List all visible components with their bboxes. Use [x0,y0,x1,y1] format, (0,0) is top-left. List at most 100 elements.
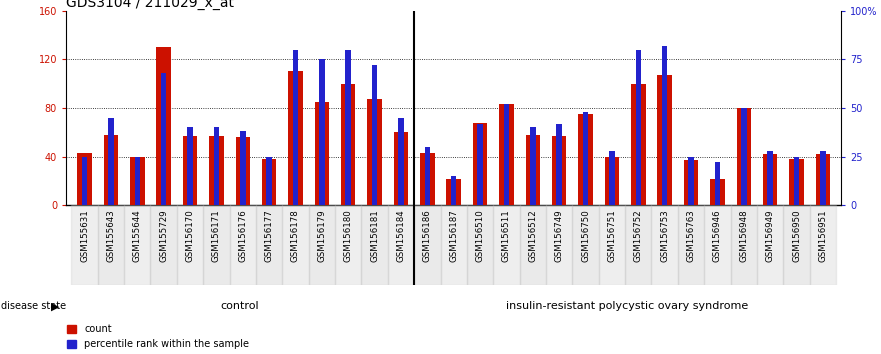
Bar [478,124,483,205]
Bar [440,205,467,285]
Text: GSM156950: GSM156950 [792,209,801,262]
Text: GSM156749: GSM156749 [555,209,564,262]
Text: ▶: ▶ [51,301,60,311]
Bar [104,135,118,205]
Bar [315,102,329,205]
Bar [473,122,487,205]
Text: GSM156177: GSM156177 [264,209,274,262]
Bar [124,205,151,285]
Bar [420,153,434,205]
Bar [188,127,193,205]
Bar [816,154,830,205]
Bar [78,153,92,205]
Bar [266,156,272,205]
Text: GSM156948: GSM156948 [739,209,748,262]
Text: GSM156512: GSM156512 [529,209,537,262]
Text: GSM156184: GSM156184 [396,209,405,262]
Bar [504,104,509,205]
Bar [684,160,699,205]
Bar [394,132,408,205]
Bar [530,127,536,205]
Bar [292,50,299,205]
Text: GSM155643: GSM155643 [107,209,115,262]
Text: GSM156763: GSM156763 [686,209,695,262]
Bar [151,205,177,285]
Bar [135,156,140,205]
Text: GSM156178: GSM156178 [291,209,300,262]
Bar [451,176,456,205]
Text: GSM156187: GSM156187 [449,209,458,262]
Bar [157,47,171,205]
Bar [546,205,573,285]
Bar [108,118,114,205]
Text: GSM156180: GSM156180 [344,209,352,262]
Bar [388,205,414,285]
Bar [520,205,546,285]
Bar [710,178,725,205]
Text: GSM155644: GSM155644 [133,209,142,262]
Bar [730,205,757,285]
Text: GSM155631: GSM155631 [80,209,89,262]
Bar [763,154,777,205]
Bar [361,205,388,285]
Bar [767,151,773,205]
Text: GSM156752: GSM156752 [633,209,643,262]
Text: GSM156753: GSM156753 [660,209,670,262]
Bar [177,205,204,285]
Bar [288,72,303,205]
Bar [493,205,520,285]
Bar [794,156,799,205]
Bar [810,205,836,285]
Bar [372,65,377,205]
Bar [367,99,381,205]
Bar [345,50,351,205]
Bar [467,205,493,285]
Text: GSM156181: GSM156181 [370,209,379,262]
Text: GDS3104 / 211029_x_at: GDS3104 / 211029_x_at [66,0,234,10]
Bar [256,205,282,285]
Bar [609,151,615,205]
Bar [204,205,230,285]
Bar [213,127,219,205]
Bar [557,124,562,205]
Text: GSM156750: GSM156750 [581,209,590,262]
Bar [552,136,566,205]
Bar [820,151,825,205]
Bar [714,162,720,205]
Text: GSM156949: GSM156949 [766,209,774,262]
Bar [635,50,641,205]
Legend: count, percentile rank within the sample: count, percentile rank within the sample [67,324,249,349]
Text: GSM156170: GSM156170 [186,209,195,262]
Bar [335,205,361,285]
Bar [657,75,672,205]
Bar [604,156,619,205]
Bar [688,156,694,205]
Bar [341,84,356,205]
Bar [71,205,98,285]
Bar [631,84,646,205]
Bar [757,205,783,285]
Bar [282,205,308,285]
Bar [161,73,167,205]
Bar [662,46,668,205]
Bar [573,205,599,285]
Bar [447,178,461,205]
Bar [599,205,626,285]
Bar [677,205,704,285]
Bar [308,205,335,285]
Bar [235,137,250,205]
Text: GSM156946: GSM156946 [713,209,722,262]
Bar [230,205,256,285]
Bar [578,114,593,205]
Bar [209,136,224,205]
Text: GSM156176: GSM156176 [238,209,248,262]
Text: GSM156179: GSM156179 [317,209,326,262]
Bar [741,108,746,205]
Bar [130,156,144,205]
Bar [262,159,277,205]
Text: GSM156171: GSM156171 [212,209,221,262]
Bar [704,205,730,285]
Bar [98,205,124,285]
Text: GSM156951: GSM156951 [818,209,827,262]
Text: GSM156510: GSM156510 [476,209,485,262]
